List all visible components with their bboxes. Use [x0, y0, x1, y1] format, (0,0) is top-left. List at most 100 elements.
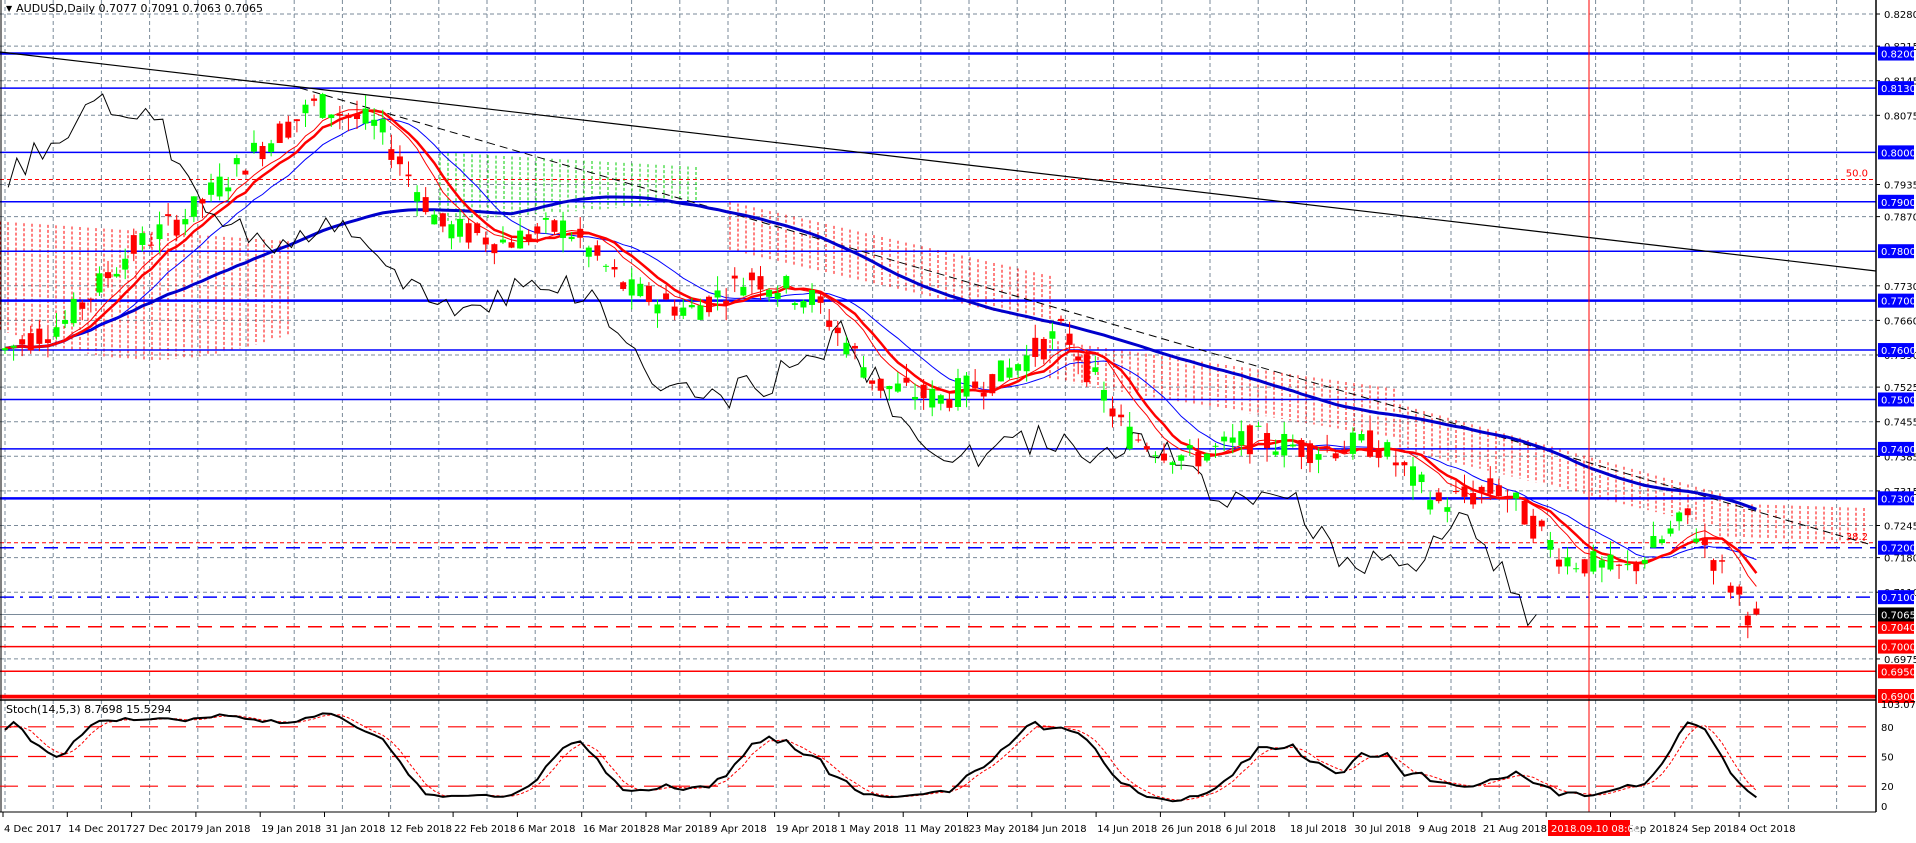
candle[interactable]: [165, 203, 172, 226]
candle[interactable]: [1650, 521, 1657, 548]
candle[interactable]: [1058, 315, 1064, 324]
candle[interactable]: [1495, 478, 1502, 499]
level-price-tag[interactable]: [1878, 664, 1914, 679]
candle[interactable]: [1744, 611, 1751, 639]
candle[interactable]: [1452, 480, 1459, 495]
stoch-main-line[interactable]: [4, 712, 1757, 803]
candle[interactable]: [508, 236, 515, 249]
candle[interactable]: [1066, 321, 1073, 350]
candle[interactable]: [1736, 584, 1743, 606]
candle[interactable]: [1075, 351, 1082, 375]
candle[interactable]: [714, 276, 721, 311]
candle[interactable]: [568, 232, 575, 242]
level-price-tag[interactable]: [1878, 491, 1914, 506]
level-price-tag[interactable]: [1878, 343, 1914, 358]
candle[interactable]: [208, 173, 215, 202]
candle[interactable]: [1006, 358, 1013, 380]
candle[interactable]: [1410, 456, 1416, 501]
candle[interactable]: [972, 369, 979, 390]
candle[interactable]: [1281, 421, 1288, 468]
candle[interactable]: [190, 196, 197, 223]
candle[interactable]: [276, 121, 283, 143]
candle[interactable]: [242, 169, 249, 175]
candle[interactable]: [1049, 322, 1056, 351]
candle[interactable]: [980, 381, 987, 410]
candle[interactable]: [577, 217, 584, 249]
candle[interactable]: [87, 297, 94, 313]
candle[interactable]: [809, 283, 816, 313]
candle[interactable]: [44, 325, 51, 358]
level-price-tag[interactable]: [1878, 639, 1914, 654]
candle[interactable]: [1195, 438, 1202, 475]
candle[interactable]: [560, 211, 567, 253]
level-price-tag[interactable]: [1878, 441, 1914, 456]
candle[interactable]: [27, 325, 34, 354]
candle[interactable]: [1349, 427, 1356, 460]
candle[interactable]: [1564, 547, 1571, 575]
candle[interactable]: [285, 115, 292, 140]
candle[interactable]: [869, 380, 876, 391]
candle[interactable]: [1641, 557, 1648, 569]
candle[interactable]: [1023, 344, 1030, 382]
candle[interactable]: [431, 209, 438, 225]
candle[interactable]: [585, 245, 592, 268]
candle[interactable]: [757, 266, 764, 301]
candle[interactable]: [1710, 558, 1717, 585]
candle[interactable]: [1727, 582, 1734, 599]
candle[interactable]: [937, 393, 944, 411]
candle[interactable]: [1229, 424, 1236, 454]
candle[interactable]: [783, 274, 790, 294]
candle[interactable]: [1633, 560, 1640, 585]
candle[interactable]: [697, 298, 704, 320]
candle[interactable]: [912, 383, 919, 410]
candle[interactable]: [1032, 324, 1039, 367]
candle[interactable]: [1504, 489, 1511, 513]
candle[interactable]: [1169, 460, 1176, 474]
level-price-tag[interactable]: [1878, 619, 1914, 634]
candle[interactable]: [611, 259, 618, 278]
candle[interactable]: [1100, 381, 1107, 413]
candle[interactable]: [637, 277, 644, 298]
candle[interactable]: [997, 360, 1004, 382]
level-price-tag[interactable]: [1878, 81, 1914, 96]
candle[interactable]: [499, 226, 506, 245]
candle[interactable]: [379, 109, 386, 145]
candle[interactable]: [1092, 356, 1099, 376]
candle[interactable]: [723, 288, 730, 321]
candle[interactable]: [1598, 556, 1605, 583]
candle[interactable]: [1392, 450, 1399, 477]
candle[interactable]: [1513, 492, 1520, 511]
candle[interactable]: [894, 372, 901, 393]
candle[interactable]: [663, 285, 670, 301]
ma-slow-thick[interactable]: [4, 195, 1757, 511]
candle[interactable]: [851, 342, 858, 360]
candle[interactable]: [1684, 507, 1691, 525]
main-pane[interactable]: [0, 0, 1876, 697]
candle[interactable]: [1384, 439, 1391, 460]
candle[interactable]: [654, 299, 661, 328]
candle[interactable]: [465, 218, 472, 249]
candle[interactable]: [1616, 563, 1623, 579]
candle[interactable]: [139, 226, 146, 252]
trendline-long[interactable]: [0, 51, 1877, 272]
candle[interactable]: [534, 223, 541, 243]
candle[interactable]: [1667, 520, 1674, 537]
candle[interactable]: [1658, 535, 1665, 546]
candle[interactable]: [1367, 418, 1374, 458]
candle[interactable]: [954, 368, 961, 411]
candle[interactable]: [688, 297, 695, 309]
level-price-tag[interactable]: [1878, 590, 1914, 605]
candle[interactable]: [1203, 452, 1210, 463]
candle[interactable]: [1332, 451, 1339, 461]
candle[interactable]: [1315, 447, 1322, 474]
candle[interactable]: [474, 222, 481, 236]
candle[interactable]: [834, 320, 841, 346]
level-price-tag[interactable]: [1878, 194, 1914, 209]
candle[interactable]: [1470, 480, 1477, 509]
candle[interactable]: [448, 220, 455, 250]
candle[interactable]: [1186, 439, 1193, 456]
stoch-signal-line[interactable]: [4, 714, 1757, 801]
candle[interactable]: [1341, 440, 1348, 454]
candle[interactable]: [791, 300, 798, 310]
candle[interactable]: [1289, 434, 1296, 448]
